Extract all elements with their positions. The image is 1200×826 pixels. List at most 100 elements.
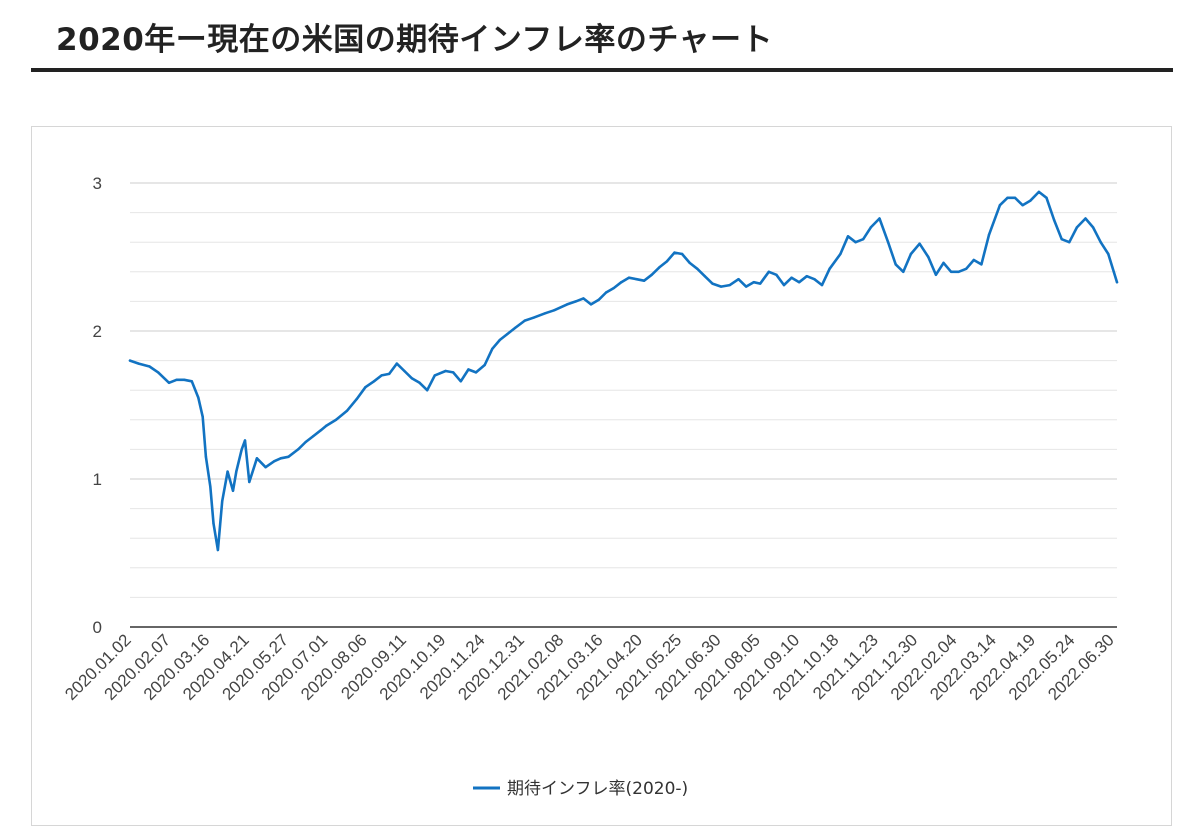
data-point — [506, 332, 509, 336]
data-point — [782, 283, 786, 287]
chart-frame: 0 1 2 3 2020.01.02 2020.02.07 2020.03.16 2020.0… — [31, 126, 1172, 826]
data-point — [987, 233, 991, 236]
data-point — [665, 260, 669, 263]
data-point — [403, 369, 406, 373]
data-point — [688, 261, 691, 265]
data-point — [137, 362, 140, 365]
data-point — [650, 273, 653, 276]
data-point — [201, 415, 204, 418]
data-point — [942, 261, 945, 265]
data-point — [711, 282, 714, 285]
data-point — [658, 266, 661, 269]
data-point — [255, 457, 259, 460]
data-point — [949, 270, 953, 273]
data-point — [279, 457, 282, 460]
data-point — [703, 275, 706, 278]
data-point — [532, 316, 535, 319]
data-point — [467, 368, 470, 371]
data-point — [498, 338, 502, 342]
data-point — [627, 276, 631, 279]
data-point — [846, 235, 850, 238]
data-point — [459, 380, 462, 383]
data-point — [1045, 196, 1048, 199]
data-point — [212, 522, 215, 525]
data-point — [157, 371, 160, 374]
data-point — [248, 480, 251, 484]
data-point — [604, 291, 608, 294]
data-point — [426, 389, 429, 392]
data-point — [790, 276, 793, 279]
data-point — [744, 285, 748, 288]
data-point — [395, 362, 398, 365]
data-point — [209, 485, 212, 488]
data-point — [444, 369, 447, 373]
data-point — [388, 372, 391, 376]
data-point — [1115, 281, 1119, 284]
data-point — [221, 500, 224, 503]
data-point — [1029, 199, 1032, 202]
data-point — [364, 386, 367, 389]
data-point — [216, 548, 220, 552]
series-line — [128, 190, 1119, 552]
data-point — [287, 455, 290, 458]
data-point — [452, 371, 455, 374]
data-point — [418, 381, 421, 384]
data-point — [1107, 252, 1110, 256]
y-tick-label: 3 — [93, 174, 102, 193]
data-point — [597, 298, 600, 302]
data-point — [886, 241, 890, 244]
data-point — [642, 279, 646, 282]
data-point — [719, 285, 723, 288]
data-point — [854, 241, 857, 244]
data-point — [1037, 190, 1041, 194]
data-point — [612, 286, 615, 290]
data-point — [635, 278, 638, 281]
data-point — [1013, 196, 1017, 199]
data-point — [972, 258, 975, 262]
data-point — [264, 466, 267, 469]
data-point — [1091, 226, 1095, 229]
data-point — [197, 396, 200, 399]
data-point — [680, 252, 684, 256]
data-point — [902, 270, 905, 273]
data-point — [1075, 226, 1079, 229]
data-point — [565, 303, 569, 306]
data-point — [1021, 204, 1024, 207]
data-point — [1099, 241, 1102, 244]
data-point — [296, 448, 300, 451]
y-tick-label: 1 — [93, 470, 102, 489]
data-point — [759, 282, 762, 285]
y-tick-label: 0 — [93, 618, 102, 637]
data-point — [828, 267, 831, 270]
data-point — [1052, 218, 1056, 222]
data-point — [813, 278, 816, 281]
data-point — [380, 374, 383, 377]
data-point — [273, 460, 276, 463]
data-point — [878, 217, 881, 220]
data-point — [175, 378, 178, 381]
data-point — [128, 359, 132, 362]
data-point — [1006, 196, 1009, 199]
data-point — [235, 470, 238, 473]
title-rule — [31, 68, 1173, 72]
data-point — [334, 418, 338, 421]
data-point — [243, 439, 247, 442]
data-point — [775, 273, 778, 276]
data-point — [513, 326, 517, 330]
data-point — [927, 255, 930, 259]
page-title: 2020年ー現在の米国の期待インフレ率のチャート — [56, 22, 774, 58]
data-point — [918, 242, 921, 245]
data-point — [319, 429, 323, 432]
data-point — [325, 424, 328, 427]
data-point — [410, 377, 414, 380]
data-point — [673, 251, 676, 254]
data-point — [980, 263, 983, 266]
data-point — [589, 303, 593, 306]
legend-label: 期待インフレ率(2020-) — [507, 779, 688, 799]
data-point — [167, 381, 171, 384]
data-point — [934, 273, 938, 276]
data-point — [240, 448, 243, 451]
data-point — [1068, 241, 1071, 244]
data-point — [957, 270, 960, 273]
data-point — [231, 489, 235, 492]
